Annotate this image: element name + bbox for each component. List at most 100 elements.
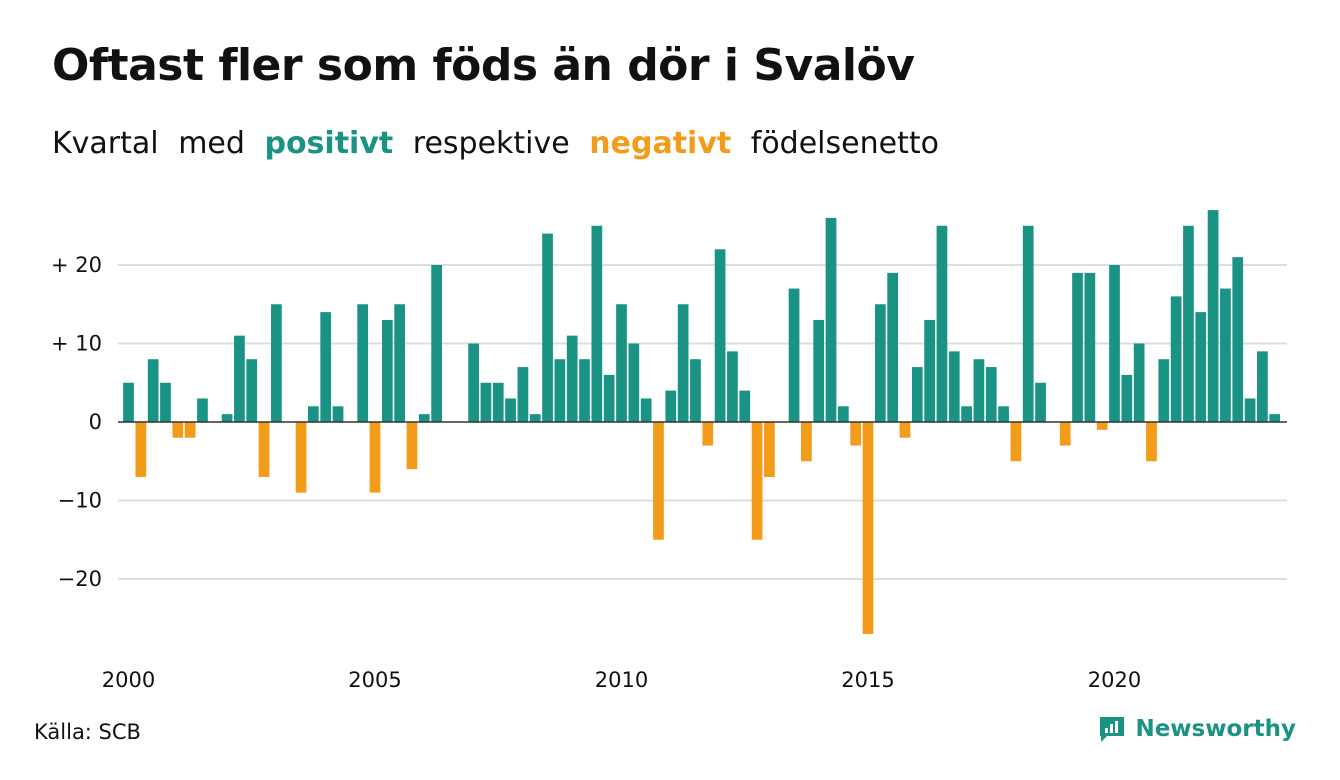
bar-positive [567, 336, 578, 422]
bar-negative [752, 422, 763, 540]
bar-positive [579, 359, 590, 422]
bar-positive [1183, 226, 1194, 422]
bar-negative [863, 422, 874, 634]
bar-positive [1245, 398, 1256, 422]
y-tick-label: + 20 [51, 253, 102, 277]
bar-positive [838, 406, 849, 422]
bar-positive [727, 351, 738, 422]
bar-positive [1072, 273, 1083, 422]
bar-positive [1232, 257, 1243, 422]
bar-positive [1084, 273, 1095, 422]
bar-positive [382, 320, 393, 422]
bar-positive [555, 359, 566, 422]
bar-positive [641, 398, 652, 422]
bar-positive [481, 383, 492, 422]
bar-positive [937, 226, 948, 422]
source-note: Källa: SCB [34, 720, 141, 744]
bar-negative [1097, 422, 1108, 430]
bar-positive [813, 320, 824, 422]
y-tick-label: 0 [89, 410, 102, 434]
bar-positive [1171, 296, 1182, 422]
bar-negative [1060, 422, 1071, 446]
bar-negative [407, 422, 418, 469]
bar-positive [505, 398, 516, 422]
bar-negative [801, 422, 812, 461]
bar-negative [764, 422, 775, 477]
bar-negative [135, 422, 146, 477]
bar-negative [1146, 422, 1157, 461]
bar-positive [1208, 210, 1219, 422]
bar-positive [1023, 226, 1034, 422]
bar-positive [678, 304, 689, 422]
bar-negative [653, 422, 664, 540]
bar-negative [370, 422, 381, 493]
bar-negative [850, 422, 861, 446]
bar-positive [1121, 375, 1132, 422]
bar-positive [394, 304, 405, 422]
bar-positive [148, 359, 159, 422]
bar-positive [234, 336, 245, 422]
bar-positive [887, 273, 898, 422]
bar-positive [789, 289, 800, 422]
y-tick-label: + 10 [51, 332, 102, 356]
bar-positive [912, 367, 923, 422]
bar-positive [431, 265, 442, 422]
bar-positive [197, 398, 208, 422]
brand-name: Newsworthy [1135, 716, 1296, 742]
bar-positive [665, 391, 676, 422]
newsworthy-icon [1097, 714, 1127, 744]
bar-positive [333, 406, 344, 422]
bar-positive [1035, 383, 1046, 422]
x-tick-label: 2000 [102, 668, 155, 692]
bar-positive [1220, 289, 1231, 422]
x-tick-label: 2015 [841, 668, 894, 692]
bar-positive [246, 359, 257, 422]
bar-positive [961, 406, 972, 422]
bar-positive [1134, 344, 1145, 423]
bar-positive [493, 383, 504, 422]
bar-positive [1109, 265, 1120, 422]
bar-positive [542, 234, 553, 422]
bar-positive [998, 406, 1009, 422]
bar-positive [320, 312, 331, 422]
bar-negative [1011, 422, 1022, 461]
bar-positive [986, 367, 997, 422]
bar-positive [308, 406, 319, 422]
bar-positive [974, 359, 985, 422]
x-tick-label: 2020 [1088, 668, 1141, 692]
bar-positive [357, 304, 368, 422]
bar-chart: + 20 + 10 0 −10 −20 2000 2005 2010 2015 2020 [0, 0, 1340, 700]
bar-negative [900, 422, 911, 438]
x-tick-label: 2010 [595, 668, 648, 692]
x-tick-label: 2005 [348, 668, 401, 692]
bar-negative [185, 422, 196, 438]
bar-positive [949, 351, 960, 422]
bar-positive [419, 414, 430, 422]
bar-positive [123, 383, 134, 422]
bar-positive [924, 320, 935, 422]
bar-positive [1195, 312, 1206, 422]
bar-positive [616, 304, 627, 422]
bar-positive [1158, 359, 1169, 422]
bar-positive [1269, 414, 1280, 422]
bar-negative [259, 422, 270, 477]
bar-negative [296, 422, 307, 493]
bar-positive [271, 304, 282, 422]
bar-negative [702, 422, 713, 446]
y-tick-label: −20 [58, 567, 102, 591]
bar-positive [604, 375, 615, 422]
bar-positive [715, 249, 726, 422]
bar-positive [690, 359, 701, 422]
bar-positive [468, 344, 479, 423]
bar-positive [530, 414, 541, 422]
bar-positive [518, 367, 529, 422]
bar-positive [591, 226, 602, 422]
bar-positive [160, 383, 171, 422]
bar-positive [222, 414, 233, 422]
axes: + 20 + 10 0 −10 −20 2000 2005 2010 2015 2020 [51, 253, 1287, 692]
bar-positive [826, 218, 837, 422]
brand-logo: Newsworthy [1097, 714, 1296, 744]
bar-negative [172, 422, 183, 438]
bar-positive [739, 391, 750, 422]
y-tick-label: −10 [58, 489, 102, 513]
